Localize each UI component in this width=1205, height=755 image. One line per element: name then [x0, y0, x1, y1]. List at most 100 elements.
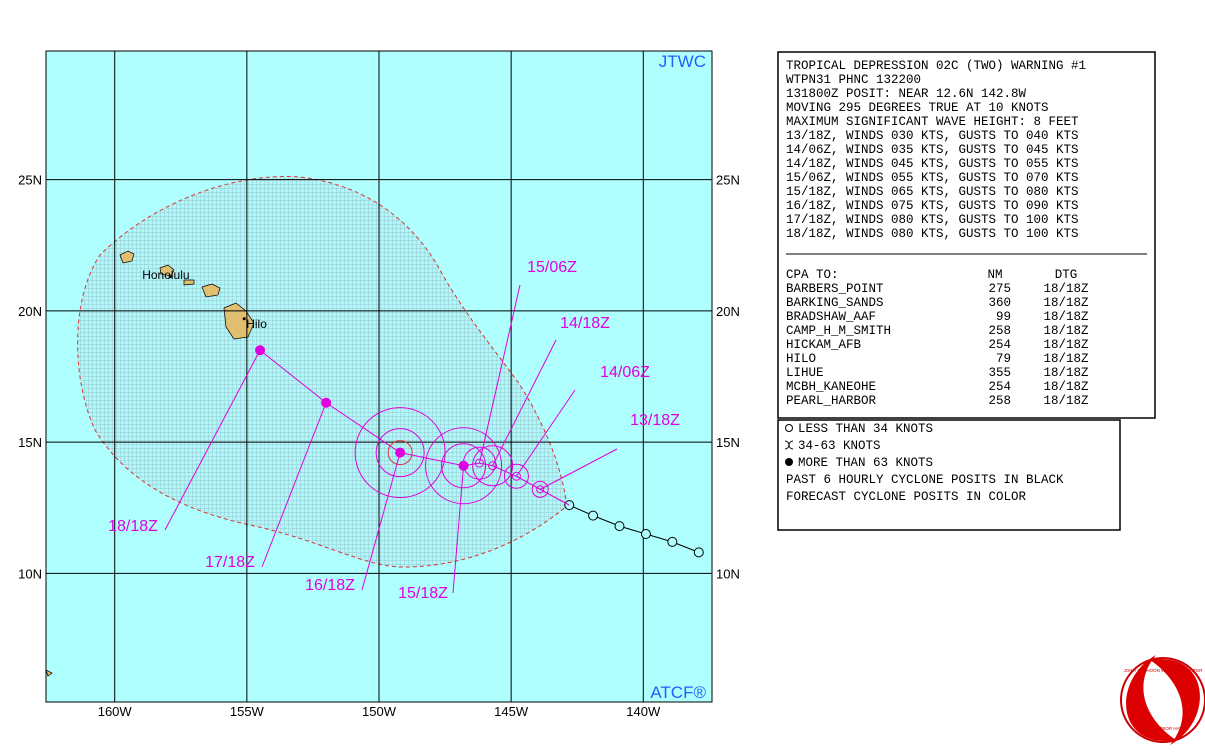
cpa-cell: 254	[988, 338, 1011, 352]
island	[119, 250, 135, 264]
place-label: Honolulu	[142, 268, 189, 282]
cpa-cell: 18/18Z	[1043, 352, 1089, 366]
lon-tick-label: 160W	[98, 704, 133, 719]
cpa-cell: MCBH_KANEOHE	[786, 380, 876, 394]
lat-tick-label: 15N	[18, 435, 42, 450]
cpa-cell: 99	[996, 310, 1011, 324]
cpa-cell: 360	[988, 296, 1011, 310]
legend-symbol	[785, 424, 793, 432]
forecast-position	[511, 471, 521, 481]
lon-tick-label: 140W	[626, 704, 661, 719]
cpa-cell: 18/18Z	[1043, 282, 1089, 296]
legend-line: FORECAST CYCLONE POSITS IN COLOR	[786, 490, 1027, 504]
lat-tick-label: 10N	[716, 566, 740, 581]
island	[159, 264, 175, 277]
leader-line	[164, 350, 261, 531]
legend-symbol	[785, 458, 793, 466]
island	[46, 669, 53, 677]
wind-radius	[472, 445, 514, 487]
warning-line: 13/18Z, WINDS 030 KTS, GUSTS TO 040 KTS	[786, 129, 1079, 143]
forecast-label: 14/18Z	[560, 315, 610, 332]
wind-radius	[387, 440, 413, 466]
island	[183, 279, 195, 286]
cpa-cell: LIHUE	[786, 366, 824, 380]
wind-radius	[354, 407, 446, 499]
legend-line: 34-63 KNOTS	[798, 439, 881, 453]
cpa-cell: 18/18Z	[1043, 366, 1089, 380]
forecast-label: 15/06Z	[527, 259, 577, 276]
legend-line: MORE THAN 63 KNOTS	[798, 456, 933, 470]
cpa-cell: 18/18Z	[1043, 310, 1089, 324]
legend-box	[777, 419, 1121, 531]
cpa-cell: 18/18Z	[1043, 338, 1089, 352]
warning-line: MOVING 295 DEGREES TRUE AT 10 KNOTS	[786, 101, 1049, 115]
forecast-label: 16/18Z	[305, 577, 355, 594]
cpa-cell: 18/18Z	[1043, 380, 1089, 394]
cpa-cell: 258	[988, 324, 1011, 338]
wind-radius	[503, 463, 529, 489]
cpa-cell: CAMP_H_M_SMITH	[786, 324, 891, 338]
danger-area	[77, 176, 568, 568]
warning-line: TROPICAL DEPRESSION 02C (TWO) WARNING #1	[786, 59, 1086, 73]
leader-line	[492, 339, 557, 466]
past-position	[614, 521, 625, 532]
cpa-header: DTG	[1055, 268, 1078, 282]
warning-line: 18/18Z, WINDS 080 KTS, GUSTS TO 100 KTS	[786, 227, 1079, 241]
wind-radius	[375, 428, 425, 478]
warning-line: 15/18Z, WINDS 065 KTS, GUSTS TO 080 KTS	[786, 185, 1079, 199]
cpa-cell: 79	[996, 352, 1011, 366]
lon-tick-label: 155W	[230, 704, 265, 719]
leader-line	[452, 465, 465, 594]
cpa-header: NM	[987, 268, 1002, 282]
lon-tick-label: 145W	[494, 704, 529, 719]
cpa-cell: 275	[988, 282, 1011, 296]
logo-text: JOINT TYPHOON WARNING CENTER	[1124, 668, 1204, 673]
forecast-position	[488, 461, 498, 471]
legend-line: LESS THAN 34 KNOTS	[798, 422, 933, 436]
legend-line: PAST 6 HOURLY CYCLONE POSITS IN BLACK	[786, 473, 1064, 487]
cpa-cell: HILO	[786, 352, 816, 366]
credit: ATCF®	[650, 683, 706, 702]
logo-text: PEARL HARBOR HAWAII	[1137, 726, 1189, 731]
past-position	[640, 529, 651, 539]
cpa-cell: 18/18Z	[1043, 394, 1089, 408]
logo	[1120, 655, 1205, 745]
leader-line	[516, 389, 576, 477]
cpa-cell: HICKAM_AFB	[786, 338, 862, 352]
cpa-cell: 18/18Z	[1043, 324, 1089, 338]
warning-line: 14/18Z, WINDS 045 KTS, GUSTS TO 055 KTS	[786, 157, 1079, 171]
brand: JTWC	[659, 52, 706, 71]
cpa-cell: 258	[988, 394, 1011, 408]
warning-line: 15/06Z, WINDS 055 KTS, GUSTS TO 070 KTS	[786, 171, 1079, 185]
cpa-cell: BARKING_SANDS	[786, 296, 884, 310]
forecast-label: 14/06Z	[600, 364, 650, 381]
past-position	[667, 536, 678, 547]
lat-tick-label: 25N	[716, 173, 740, 188]
lat-tick-label: 25N	[18, 173, 42, 188]
past-position	[693, 547, 704, 558]
forecast-position	[536, 485, 545, 494]
place-dot	[168, 275, 172, 279]
warning-line: 17/18Z, WINDS 080 KTS, GUSTS TO 100 KTS	[786, 213, 1079, 227]
forecast-label: 17/18Z	[205, 554, 255, 571]
cpa-cell: PEARL_HARBOR	[786, 394, 877, 408]
lat-tick-label: 20N	[716, 304, 740, 319]
cpa-cell: 254	[988, 380, 1011, 394]
warning-line: 16/18Z, WINDS 075 KTS, GUSTS TO 090 KTS	[786, 199, 1079, 213]
legend-symbol	[784, 440, 794, 450]
leader-line	[361, 452, 401, 591]
leader-line	[478, 284, 521, 464]
cpa-cell: BRADSHAW_AAF	[786, 310, 876, 324]
forecast-label: 15/18Z	[398, 585, 448, 602]
warning-line: WTPN31 PHNC 132200	[786, 73, 921, 87]
forecast-label: 18/18Z	[108, 518, 158, 535]
warning-box	[777, 51, 1156, 419]
map-area	[46, 51, 712, 702]
place-label: Hilo	[246, 317, 267, 331]
cpa-cell: BARBERS_POINT	[786, 282, 884, 296]
wind-radius	[425, 427, 503, 505]
wind-radius	[441, 443, 487, 489]
past-position	[588, 510, 599, 521]
